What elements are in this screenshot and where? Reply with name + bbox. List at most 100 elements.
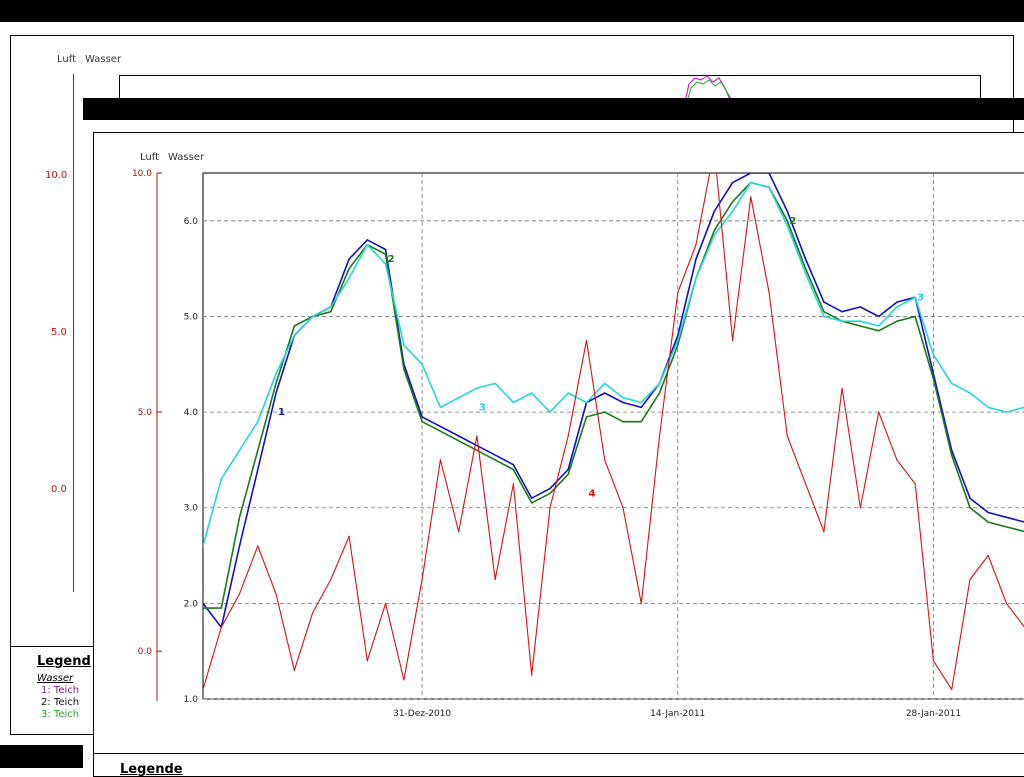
series-marker-label: 3: [479, 402, 486, 413]
data-point-2: [385, 253, 387, 255]
data-point-3: [987, 406, 989, 408]
data-point-3: [385, 263, 387, 265]
front-legend-title-partial: Legende: [120, 762, 183, 777]
x-axis-tick-label: 14-Jan-2011: [650, 709, 705, 719]
data-point-1: [549, 488, 551, 490]
data-point-1: [567, 468, 569, 471]
bottom-left-black-block: [0, 745, 83, 768]
data-point-1: [494, 454, 496, 456]
data-point-4: [403, 679, 405, 681]
data-point-3: [439, 406, 441, 408]
data-point-2: [969, 507, 971, 509]
data-point-3: [786, 225, 788, 227]
data-point-2: [512, 468, 514, 471]
right-axis-tick-label: 1.0: [184, 695, 199, 705]
data-point-2: [640, 421, 642, 423]
data-point-2: [257, 449, 259, 451]
data-point-4: [275, 593, 277, 595]
data-point-4: [859, 507, 862, 509]
series-line-1: [203, 173, 1024, 629]
data-point-3: [677, 339, 679, 341]
data-point-3: [878, 325, 880, 327]
data-point-3: [841, 320, 843, 322]
data-point-2: [878, 330, 880, 332]
data-point-4: [786, 435, 788, 437]
series-marker-label: 2: [789, 216, 796, 227]
data-point-4: [914, 483, 916, 485]
data-point-1: [385, 248, 387, 251]
data-point-2: [951, 454, 953, 456]
data-point-2: [531, 502, 533, 504]
back-legend-title: Legend: [37, 654, 91, 669]
data-point-1: [969, 497, 971, 499]
data-point-4: [951, 688, 953, 691]
data-point-3: [932, 354, 935, 356]
back-legend-item-1: 1: Teich: [41, 685, 80, 696]
data-point-2: [932, 378, 935, 380]
series-line-4: [203, 173, 1024, 690]
data-point-4: [203, 688, 204, 690]
left-axis-tick-label: 0.0: [138, 647, 153, 657]
data-point-4: [823, 531, 825, 533]
data-point-3: [768, 186, 770, 188]
data-point-4: [549, 507, 551, 509]
right-axis-tick-label: 6.0: [184, 217, 199, 227]
data-point-3: [494, 382, 496, 384]
data-point-3: [220, 478, 222, 480]
data-point-2: [1005, 526, 1008, 528]
back-left-axis-label: Luft: [57, 54, 76, 65]
data-point-1: [805, 258, 807, 260]
data-point-3: [203, 545, 204, 547]
data-point-2: [348, 268, 350, 270]
data-point-3: [549, 411, 551, 413]
data-point-3: [238, 449, 241, 451]
data-point-1: [677, 335, 679, 337]
left-axis-ticks: 0.0 5.0 10.0: [132, 169, 162, 657]
back-axis-tick-5: 5.0: [51, 327, 67, 338]
data-point-2: [732, 201, 734, 203]
data-point-3: [914, 296, 916, 298]
data-point-4: [366, 660, 368, 662]
data-point-1: [512, 464, 514, 466]
grid-layer: [203, 173, 1024, 700]
data-point-1: [713, 210, 715, 212]
data-point-4: [512, 483, 514, 485]
data-point-4: [714, 149, 715, 150]
series-layer: [203, 149, 1024, 691]
series-marker-label: 4: [588, 488, 595, 499]
back-plot-peek: [684, 75, 734, 103]
data-point-3: [805, 272, 807, 274]
data-point-2: [439, 430, 441, 432]
data-point-4: [732, 339, 734, 341]
data-point-4: [257, 545, 259, 547]
main-chart[interactable]: 1.0 2.0 3.0 4.0 5.0 6.0 0.0 5.0 10.0 31-Dez-201…: [94, 133, 1024, 743]
data-point-4: [658, 435, 661, 437]
data-point-1: [859, 306, 862, 308]
data-point-1: [896, 301, 898, 303]
data-point-4: [293, 669, 295, 671]
back-left-axis-line: [73, 74, 74, 592]
right-axis-tick-label: 2.0: [184, 599, 199, 609]
data-point-1: [458, 435, 460, 437]
data-point-4: [1005, 602, 1008, 604]
front-right-axis-label: Wasser: [168, 152, 205, 163]
data-point-4: [567, 435, 569, 437]
data-point-3: [348, 277, 350, 279]
data-point-2: [421, 421, 423, 423]
data-point-2: [403, 368, 405, 370]
data-point-3: [512, 401, 514, 404]
data-point-3: [640, 401, 642, 404]
data-point-3: [951, 382, 953, 384]
right-axis-tick-label: 5.0: [184, 312, 199, 322]
data-point-1: [732, 182, 734, 184]
left-axis-tick-label: 5.0: [138, 408, 153, 418]
data-point-2: [275, 382, 277, 384]
data-point-3: [458, 397, 460, 399]
data-point-1: [275, 392, 277, 394]
data-point-2: [658, 392, 661, 394]
data-point-4: [494, 578, 496, 581]
data-point-2: [914, 315, 916, 318]
front-chart-window[interactable]: Luft Wasser 1.0 2.0 3.0 4.0 5.0 6.0 0.0 5.0 10.…: [93, 132, 1024, 777]
right-axis-tick-label: 3.0: [184, 504, 199, 514]
data-point-4: [531, 674, 533, 676]
